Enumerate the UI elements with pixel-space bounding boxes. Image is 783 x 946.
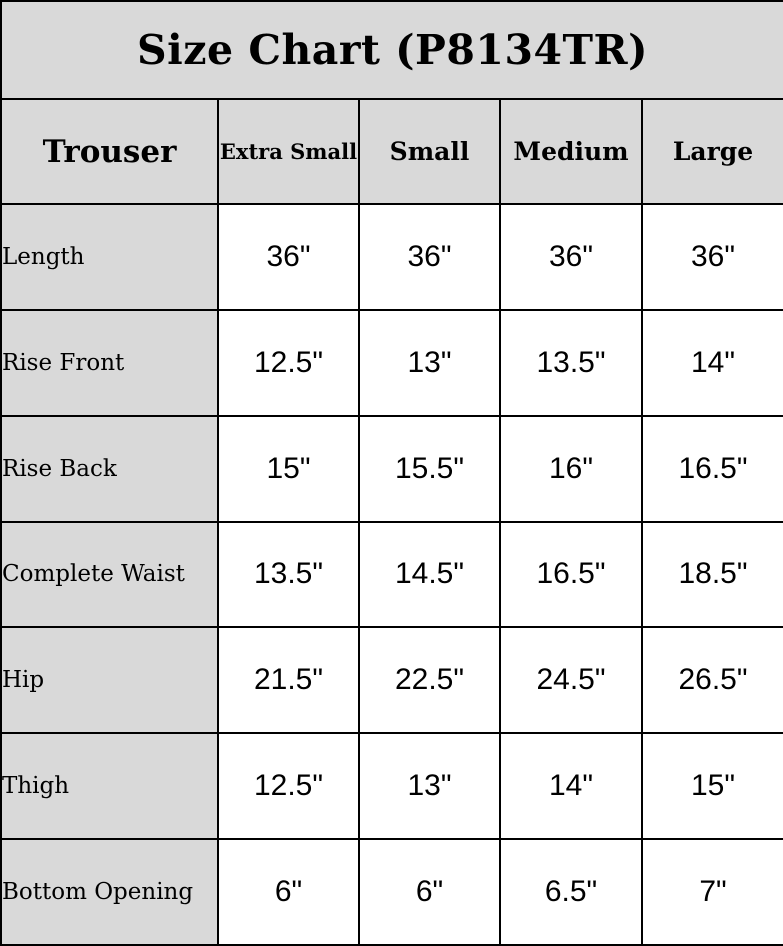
size-value-cell: 36" xyxy=(358,203,501,311)
size-value-cell: 12.5" xyxy=(217,308,360,417)
table-row-length: Length 36" 36" 36" 36" xyxy=(0,203,783,311)
column-header-extra-small: Extra Small xyxy=(217,98,360,205)
table-row-complete-waist: Complete Waist 13.5" 14.5" 16.5" 18.5" xyxy=(0,520,783,629)
measurement-label: Hip xyxy=(0,626,219,735)
size-value-cell: 6.5" xyxy=(499,838,643,946)
column-header-medium: Medium xyxy=(499,98,643,205)
size-value-cell: 13.5" xyxy=(217,520,360,629)
measurement-label: Rise Back xyxy=(0,414,219,523)
column-header-large: Large xyxy=(641,98,783,205)
table-row-bottom-opening: Bottom Opening 6" 6" 6.5" 7" xyxy=(0,838,783,946)
size-value-cell: 18.5" xyxy=(641,520,783,629)
measurement-label: Complete Waist xyxy=(0,520,219,629)
size-value-cell: 14" xyxy=(641,308,783,417)
measurement-label: Thigh xyxy=(0,732,219,841)
column-header-small: Small xyxy=(358,98,501,205)
size-value-cell: 15.5" xyxy=(358,414,501,523)
size-value-cell: 15" xyxy=(217,414,360,523)
size-value-cell: 16.5" xyxy=(499,520,643,629)
header-row: Trouser Extra Small Small Medium Large xyxy=(0,98,783,205)
size-value-cell: 36" xyxy=(641,203,783,311)
measurement-label: Rise Front xyxy=(0,308,219,417)
size-value-cell: 24.5" xyxy=(499,626,643,735)
size-value-cell: 12.5" xyxy=(217,732,360,841)
size-value-cell: 14" xyxy=(499,732,643,841)
size-value-cell: 13" xyxy=(358,732,501,841)
size-value-cell: 6" xyxy=(358,838,501,946)
size-value-cell: 16.5" xyxy=(641,414,783,523)
size-value-cell: 15" xyxy=(641,732,783,841)
measurement-label: Bottom Opening xyxy=(0,838,219,946)
size-value-cell: 13" xyxy=(358,308,501,417)
size-value-cell: 13.5" xyxy=(499,308,643,417)
title-row: Size Chart (P8134TR) xyxy=(0,0,783,100)
size-value-cell: 36" xyxy=(217,203,360,311)
size-value-cell: 6" xyxy=(217,838,360,946)
size-value-cell: 21.5" xyxy=(217,626,360,735)
size-value-cell: 14.5" xyxy=(358,520,501,629)
table-row-rise-back: Rise Back 15" 15.5" 16" 16.5" xyxy=(0,414,783,523)
size-value-cell: 16" xyxy=(499,414,643,523)
table-row-thigh: Thigh 12.5" 13" 14" 15" xyxy=(0,732,783,841)
size-value-cell: 36" xyxy=(499,203,643,311)
table-row-hip: Hip 21.5" 22.5" 24.5" 26.5" xyxy=(0,626,783,735)
size-value-cell: 26.5" xyxy=(641,626,783,735)
size-value-cell: 22.5" xyxy=(358,626,501,735)
row-header-trouser: Trouser xyxy=(0,98,219,205)
size-value-cell: 7" xyxy=(641,838,783,946)
table-row-rise-front: Rise Front 12.5" 13" 13.5" 14" xyxy=(0,308,783,417)
chart-title: Size Chart (P8134TR) xyxy=(0,0,783,100)
measurement-label: Length xyxy=(0,203,219,311)
